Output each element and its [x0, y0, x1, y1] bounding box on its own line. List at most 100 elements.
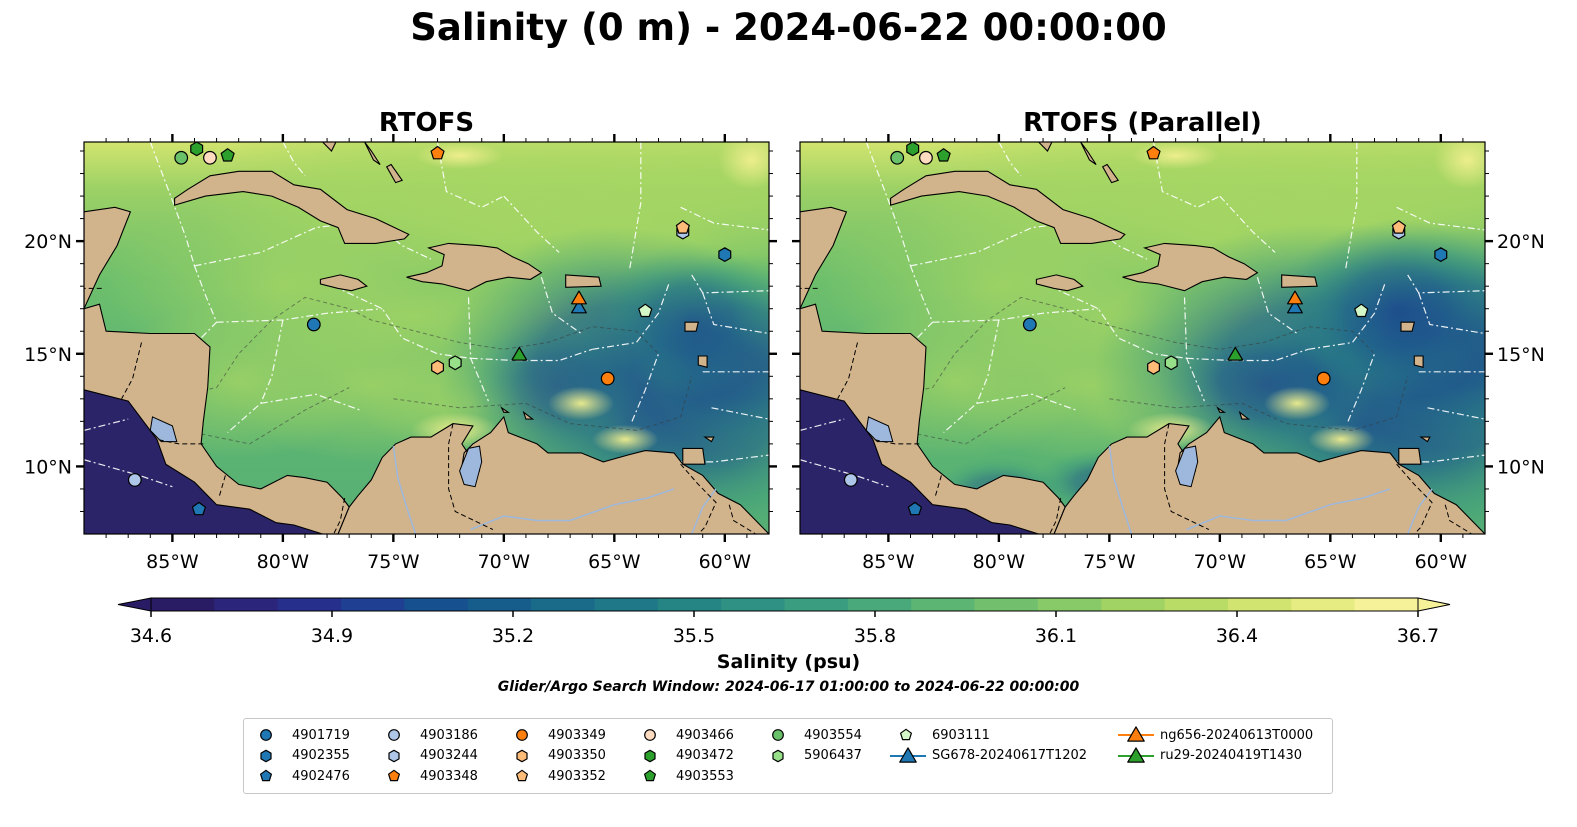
- legend-marker-4903350: [516, 749, 528, 762]
- legend-item: 4903244: [376, 746, 478, 766]
- obs-4903186: [127, 473, 142, 487]
- colorbar-bin: [784, 598, 849, 611]
- legend-item: 4902476: [248, 766, 350, 786]
- x-tick-label: 70°W: [1194, 551, 1247, 573]
- colorbar-bin: [467, 598, 532, 611]
- legend-label: 4903244: [420, 748, 478, 763]
- legend-item: 4903554: [760, 725, 862, 745]
- legend-label: SG678-20240617T1202: [932, 748, 1088, 763]
- obs-4903349: [1316, 371, 1331, 386]
- legend-marker: [516, 749, 528, 762]
- legend-label: 4902355: [292, 748, 350, 763]
- legend-item: 4903348: [376, 766, 478, 786]
- land-trinidad: [1398, 447, 1422, 465]
- land-trinidad: [682, 447, 706, 465]
- colorbar-bin: [341, 598, 405, 611]
- land-centralAmerica: [84, 303, 350, 534]
- land-curacao: [1238, 410, 1251, 420]
- land-martinique: [697, 355, 708, 369]
- land-southAmerica: [1053, 415, 1485, 534]
- legend-marker: [644, 749, 656, 762]
- land-tobago: [1419, 436, 1431, 443]
- legend-marker: [260, 729, 272, 741]
- obs-4903472: [190, 141, 204, 157]
- legend-marker-4903348: [388, 769, 400, 782]
- legend-marker-4903554: [772, 729, 784, 741]
- land-puertoRico: [1281, 274, 1318, 288]
- x-tick-label: 60°W: [1415, 551, 1468, 573]
- legend-label: ru29-20240419T1430: [1160, 748, 1303, 763]
- legend-marker: [388, 749, 400, 762]
- obs-4903350: [431, 359, 444, 375]
- x-tick-label: 70°W: [478, 551, 531, 573]
- x-tick-label: 80°W: [973, 551, 1026, 573]
- legend-label: 6903111: [932, 727, 990, 743]
- land-jamaica: [1035, 274, 1084, 292]
- legend-marker-4902355: [260, 749, 272, 762]
- obs-ru29-20240419T1430: [1227, 346, 1244, 361]
- colorbar-bin: [277, 598, 342, 611]
- land-centralAmerica: [800, 303, 1066, 534]
- land-aruba: [500, 406, 511, 413]
- legend-marker: [900, 728, 912, 741]
- land-bahama2: [364, 142, 381, 165]
- land-southAmerica: [337, 415, 769, 534]
- obs-ng656-20240613T0000: [570, 290, 587, 305]
- legend-marker: [260, 749, 272, 762]
- legend-label: 4903348: [420, 768, 478, 784]
- obs-4903348: [1146, 145, 1161, 160]
- legend-marker-4903472: [644, 749, 656, 762]
- obs-4902476: [191, 501, 206, 516]
- legend-marker-4903186: [388, 729, 400, 741]
- colorbar-bin: [151, 598, 215, 611]
- land-bahama3: [1101, 163, 1120, 184]
- legend-label: 4903350: [548, 748, 606, 763]
- obs-SG678-20240617T1202: [1286, 299, 1303, 314]
- y-tick-label: 10°N: [1497, 456, 1545, 478]
- colorbar-bin: [847, 598, 912, 611]
- x-tick-label: 75°W: [1083, 551, 1136, 573]
- obs-4901719: [1022, 317, 1037, 332]
- legend-label: 4903554: [804, 727, 862, 743]
- obs-4903553: [220, 148, 235, 162]
- legend-item: 4903349: [504, 725, 606, 745]
- land-martinique: [1413, 355, 1424, 369]
- lake-maracaibo: [459, 445, 483, 488]
- land-puertoRico: [565, 274, 602, 288]
- legend-label: 4903349: [548, 727, 606, 743]
- legend-marker-4903352: [516, 769, 528, 782]
- land-bahama1: [1037, 142, 1053, 152]
- colorbar-extend-high: [1417, 597, 1451, 612]
- land-bahama1: [321, 142, 337, 152]
- legend-item: ru29-20240419T1430: [1116, 746, 1302, 766]
- legend-item: 4903352: [504, 766, 606, 786]
- legend-label: 4903466: [676, 727, 734, 743]
- x-tick-label: 85°W: [862, 551, 915, 573]
- colorbar-bin: [1037, 598, 1102, 611]
- colorbar-bin: [1227, 598, 1292, 611]
- land-bahama2: [1080, 142, 1097, 165]
- obs-4902476: [907, 501, 923, 516]
- x-tick-label: 85°W: [146, 551, 199, 573]
- lake-maracaibo: [1175, 445, 1199, 488]
- map-panels: 85°W 80°W 75°W 70°W 65°W 60°W10°N15°N20°N85°W…: [24, 134, 1545, 573]
- legend-marker: [1118, 746, 1154, 763]
- obs-4903554: [890, 150, 905, 165]
- land-curacao: [522, 410, 535, 420]
- legend-item: 4903350: [504, 746, 606, 766]
- colorbar-tick-label: 34.6: [130, 625, 172, 647]
- legend-marker: [388, 769, 400, 782]
- x-tick-label: 65°W: [1304, 551, 1357, 573]
- obs-4903349: [600, 371, 615, 386]
- map-panel-parallel: 85°W 80°W 75°W 70°W 65°W 60°W 10°N 15°N 20°N: [792, 134, 1545, 573]
- legend-marker-ru29-20240419T1430: [1127, 746, 1145, 763]
- land-cuba: [890, 170, 1126, 244]
- y-tick-label: 15°N: [1497, 344, 1545, 366]
- land-hispaniola: [406, 242, 543, 292]
- legend-item: 6903111: [888, 725, 990, 745]
- colorbar-bin: [1164, 598, 1229, 611]
- legend-marker: [644, 729, 656, 741]
- colorbar-bin: [214, 598, 279, 611]
- legend: 4901719 4902355 4902476 4903186 4903244 49033…: [243, 718, 1333, 794]
- legend-marker-4901719: [260, 729, 272, 741]
